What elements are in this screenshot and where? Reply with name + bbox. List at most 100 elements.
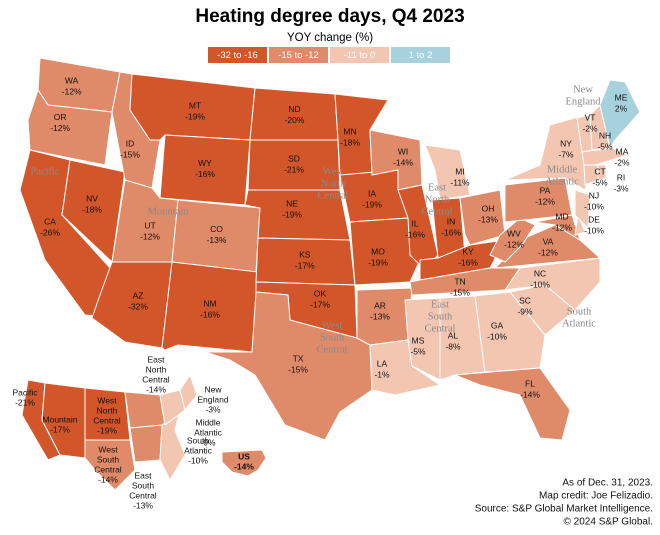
inset-region-change: -21%: [15, 397, 35, 407]
state-change: -15%: [450, 287, 470, 297]
state-change: -32%: [128, 301, 148, 311]
state: [404, 297, 441, 381]
inset-region-label: Atlantic: [194, 427, 223, 437]
state-abbr: TN: [454, 276, 465, 286]
inset-region-change: -19%: [97, 425, 117, 435]
state-abbr: ID: [126, 138, 135, 148]
state-change: -17%: [310, 299, 330, 309]
state-abbr: AL: [448, 330, 459, 340]
state: [581, 147, 630, 166]
region-label: West: [322, 320, 343, 331]
inset-region-label: West: [98, 444, 118, 454]
inset-region-label: England: [197, 394, 228, 404]
inset-region-label: East: [147, 354, 165, 364]
inset-region-label: South: [132, 480, 154, 490]
state-abbr: ME: [615, 92, 628, 102]
state: [424, 144, 471, 201]
state-change: -19%: [362, 199, 382, 209]
state: [459, 189, 506, 246]
legend-swatch: [330, 47, 389, 63]
region-label: New: [573, 84, 593, 95]
state-abbr: ND: [288, 104, 300, 114]
title: Heating degree days, Q4 2023: [195, 6, 464, 27]
state-change: -9%: [517, 306, 533, 316]
state: [204, 291, 373, 441]
region-label: Central: [317, 344, 348, 355]
inset-region-label: Central: [142, 374, 170, 384]
state-abbr: WA: [65, 76, 79, 86]
region-label: Middle: [547, 164, 578, 175]
state-abbr: NC: [534, 268, 546, 278]
state-change: -5%: [592, 177, 608, 187]
state-abbr: NE: [286, 198, 298, 208]
inset-region-label: Central: [93, 415, 121, 425]
state-change: -18%: [82, 204, 102, 214]
region-label: Central: [318, 190, 349, 201]
state-abbr: MO: [371, 246, 385, 256]
state-abbr: CA: [44, 216, 56, 226]
legend-label: -11 to 0: [344, 50, 376, 61]
inset-region-label: South: [97, 454, 119, 464]
state-abbr: MS: [412, 335, 425, 345]
inset-region-change: -17%: [50, 424, 70, 434]
region-label: South: [567, 306, 592, 317]
region-label: East: [431, 299, 449, 310]
inset-region-label: North: [97, 405, 118, 415]
state-change: -17%: [295, 261, 315, 271]
legend-label: -15 to -12: [278, 50, 319, 61]
state: [454, 367, 571, 441]
region-label: Mountain: [148, 206, 190, 217]
inset-region-label: East: [134, 470, 152, 480]
state: [503, 257, 601, 311]
state-abbr: MD: [555, 211, 568, 221]
inset-region-label: Pacific: [12, 387, 38, 397]
state-abbr: LA: [377, 358, 388, 368]
state: [534, 214, 581, 242]
state-change: -12%: [62, 87, 82, 97]
inset-region-label: Central: [129, 490, 157, 500]
region-label: Atlantic: [545, 176, 579, 187]
state-change: -16%: [458, 257, 478, 267]
state-change: -15%: [288, 364, 308, 374]
inset-region-change: -14%: [146, 384, 166, 394]
state-abbr: KS: [299, 250, 311, 260]
inset-region-change: -14%: [98, 474, 118, 484]
state-change: -12%: [535, 196, 555, 206]
state: [574, 213, 586, 236]
state-change: -14%: [520, 389, 540, 399]
state-abbr: CO: [210, 224, 223, 234]
state-abbr: NH: [599, 130, 611, 140]
state-change: -10%: [584, 225, 604, 235]
state-abbr: OR: [54, 112, 67, 122]
state-change: -10%: [487, 331, 507, 341]
inset-region-label: North: [146, 364, 167, 374]
state-abbr: IA: [368, 188, 376, 198]
state-change: -10%: [530, 279, 550, 289]
state-change: -20%: [285, 115, 305, 125]
state-change: -26%: [40, 227, 60, 237]
region-label: Atlantic: [562, 318, 596, 329]
state-change: -13%: [478, 214, 498, 224]
state-abbr: WI: [398, 146, 408, 156]
state: [37, 57, 121, 113]
state: [27, 88, 113, 166]
state-abbr: MA: [616, 146, 629, 156]
state-change: -10%: [584, 201, 604, 211]
state-abbr: AR: [374, 300, 386, 310]
inset-region-label: Middle: [195, 417, 220, 427]
inset-region-change: -3%: [205, 404, 221, 414]
state-change: -21%: [284, 164, 304, 174]
region-label: East: [428, 182, 446, 193]
state-abbr: GA: [491, 320, 504, 330]
inset-region-label: Central: [94, 464, 122, 474]
inset-region: [124, 391, 166, 429]
us-abbr: US: [238, 451, 250, 461]
state-abbr: SD: [288, 153, 300, 163]
state-change: -12%: [552, 222, 572, 232]
inset-region-label: Atlantic: [184, 445, 213, 455]
inset-region-label: South: [187, 435, 209, 445]
state-change: -2%: [582, 123, 598, 133]
region-label: West: [323, 166, 344, 177]
state-change: -5%: [597, 141, 613, 151]
